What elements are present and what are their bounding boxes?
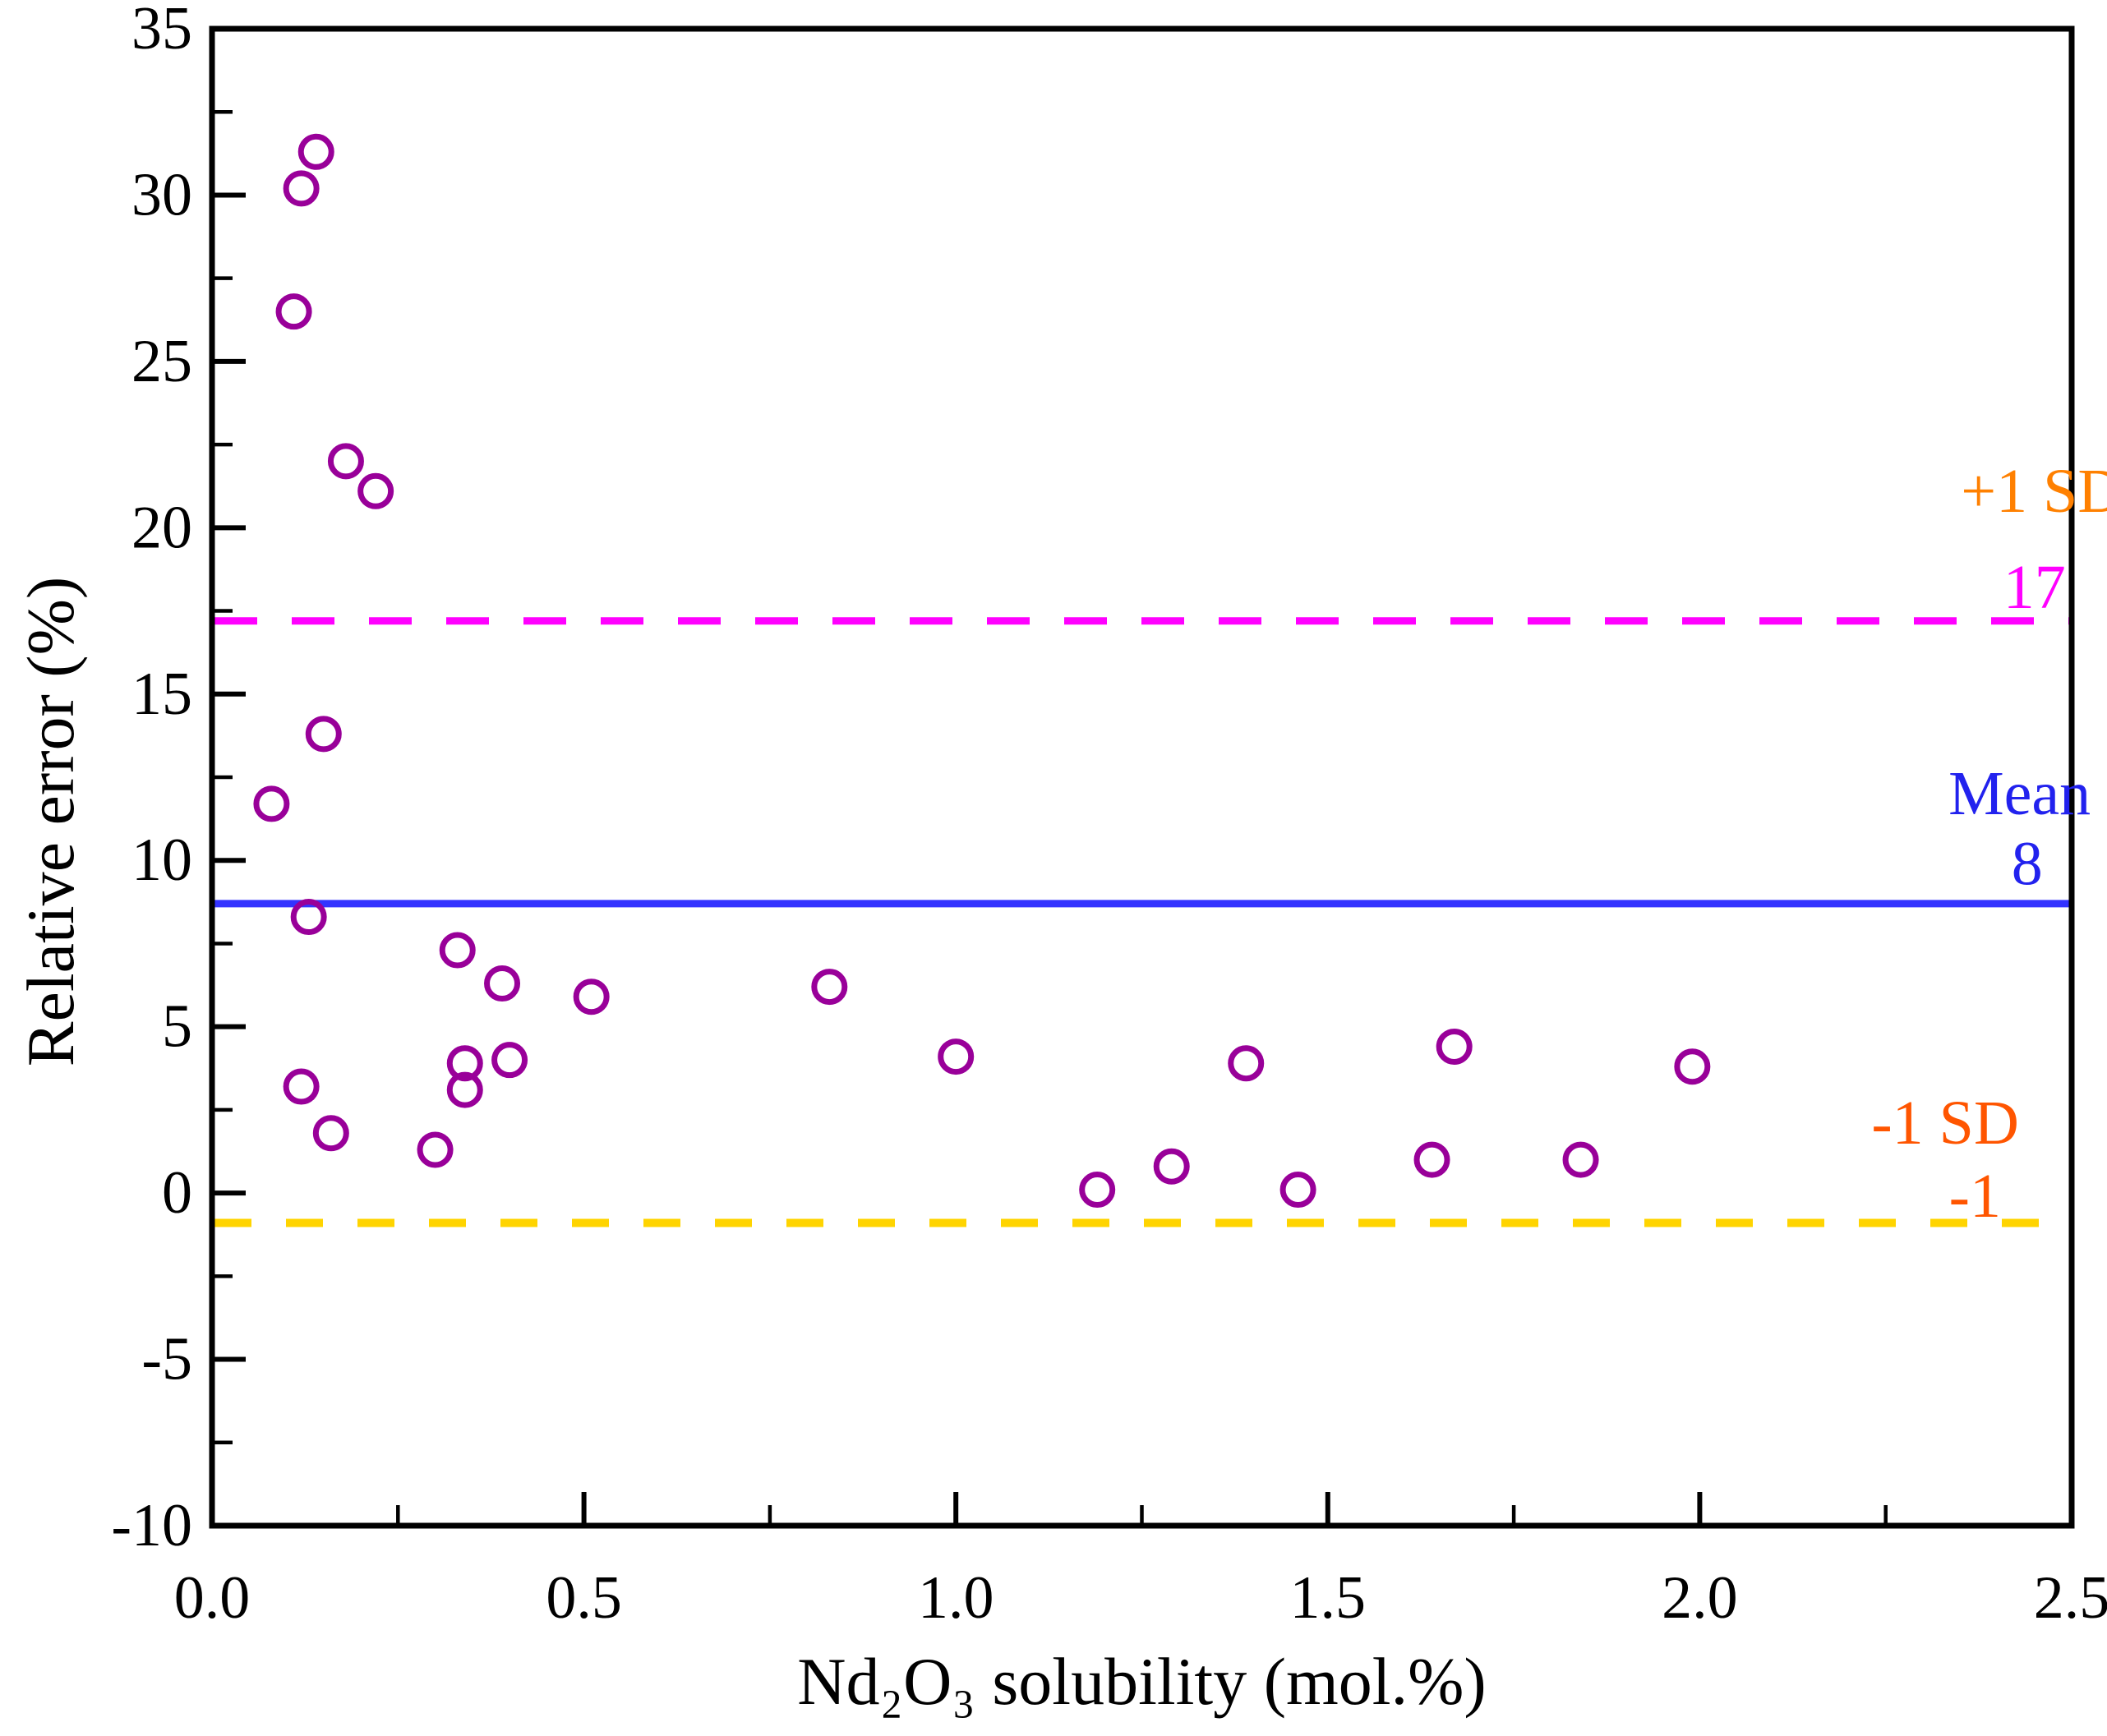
y-tick-label: 10 [131, 827, 192, 894]
data-point [811, 969, 848, 1006]
data-point [938, 1038, 975, 1075]
data-point [1413, 1141, 1450, 1178]
x-tick-label: 1.5 [1290, 1564, 1367, 1632]
y-tick-label: 30 [131, 161, 192, 228]
mean-value: 8 [2012, 829, 2043, 898]
y-tick-label: 35 [131, 0, 192, 62]
data-point [283, 170, 320, 207]
y-tick-label: 25 [131, 328, 192, 395]
data-point [417, 1131, 454, 1168]
data-point [1228, 1045, 1265, 1082]
x-tick-label: 2.5 [2034, 1564, 2107, 1632]
data-point [491, 1042, 528, 1079]
y-axis-title: Relative error (%) [13, 576, 88, 1067]
x-axis-title: Nd₂O₃ solubility (mol.%) [797, 1644, 1487, 1719]
y-tick-label: 20 [131, 494, 192, 561]
data-point [1562, 1141, 1599, 1178]
minus-1-sd-value: -1 [1949, 1162, 2001, 1231]
data-point [1279, 1172, 1316, 1209]
plot-border [209, 25, 2075, 1529]
data-point [275, 293, 312, 330]
data-point [290, 899, 327, 936]
y-tick-label: 0 [162, 1159, 192, 1227]
data-point [297, 133, 334, 170]
data-point [446, 1045, 483, 1082]
x-tick-label: 0.5 [546, 1564, 622, 1632]
data-point [446, 1071, 483, 1108]
y-tick-label: -10 [111, 1492, 192, 1559]
y-tick-label: -5 [141, 1326, 192, 1393]
data-point [253, 785, 290, 822]
data-point [357, 472, 394, 509]
minus-1-sd-label: -1 SD [1871, 1089, 2018, 1158]
mean-label: Mean [1948, 759, 2091, 828]
data-point [439, 932, 476, 969]
data-point [484, 965, 521, 1002]
data-point [1436, 1028, 1473, 1065]
data-point [573, 979, 610, 1015]
x-tick-label: 0.0 [174, 1564, 251, 1632]
plus-1-sd-value: 17 [2003, 553, 2066, 622]
x-tick-label: 2.0 [1662, 1564, 1738, 1632]
data-point [1153, 1148, 1190, 1185]
plus-1-sd-label: +1 SD [1961, 457, 2107, 526]
y-tick-label: 15 [131, 661, 192, 728]
y-tick-label: 5 [162, 993, 192, 1061]
data-point [1079, 1172, 1116, 1209]
data-point [312, 1115, 349, 1152]
data-point [327, 443, 364, 480]
data-point [283, 1068, 320, 1105]
data-point [1674, 1048, 1711, 1085]
x-tick-label: 1.0 [918, 1564, 994, 1632]
data-point [305, 716, 342, 753]
